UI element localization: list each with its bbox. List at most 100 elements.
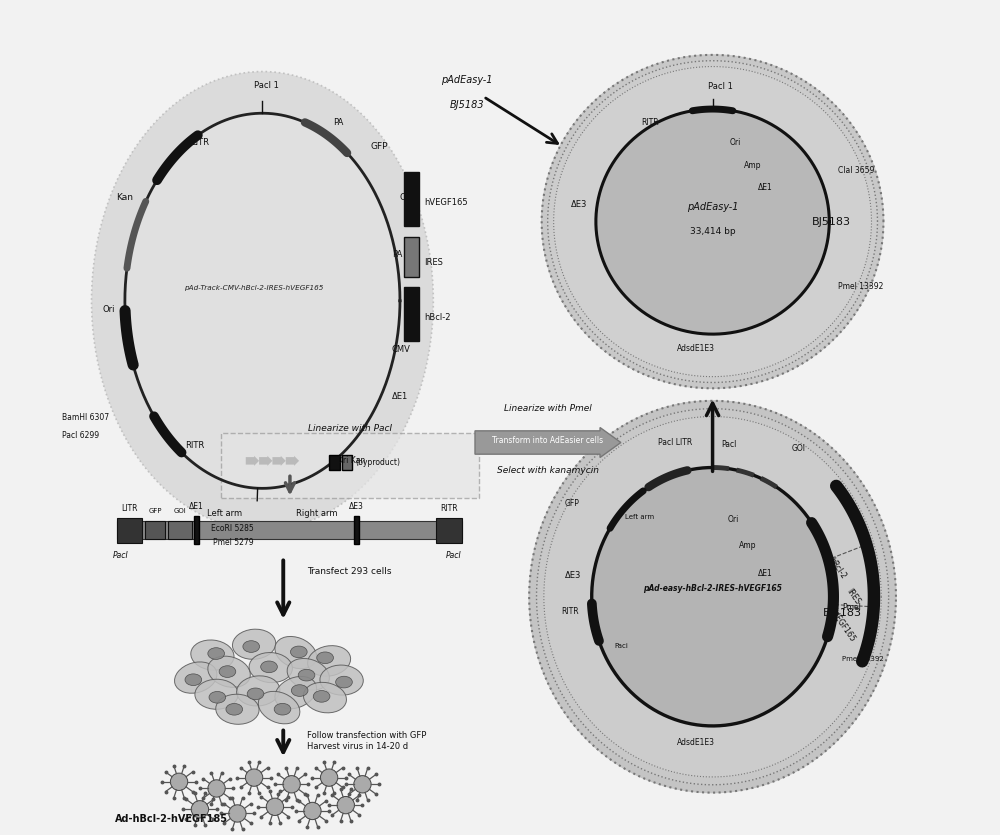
Polygon shape: [125, 114, 400, 488]
FancyArrow shape: [272, 456, 286, 466]
Ellipse shape: [175, 662, 217, 693]
Text: PacI 1: PacI 1: [254, 81, 279, 90]
Text: Right arm: Right arm: [296, 509, 337, 519]
Circle shape: [320, 769, 338, 787]
Circle shape: [283, 776, 300, 793]
Text: ΔE1: ΔE1: [758, 569, 773, 578]
FancyBboxPatch shape: [404, 287, 419, 341]
Text: Kan: Kan: [116, 193, 133, 202]
Text: GFP: GFP: [371, 143, 388, 151]
Text: RITR: RITR: [641, 118, 658, 127]
Text: Left arm: Left arm: [207, 509, 242, 519]
Text: PA: PA: [392, 250, 402, 260]
Text: PmeI 5279: PmeI 5279: [213, 539, 254, 548]
Text: RITR: RITR: [185, 441, 204, 450]
Text: PacI: PacI: [446, 551, 462, 560]
Text: pAd-easy-hBcl-2-IRES-hVEGF165: pAd-easy-hBcl-2-IRES-hVEGF165: [643, 584, 782, 593]
FancyBboxPatch shape: [404, 172, 419, 225]
Text: hBcl-2: hBcl-2: [424, 313, 451, 322]
Polygon shape: [537, 408, 889, 785]
Text: ΔE1: ΔE1: [758, 184, 773, 192]
Ellipse shape: [237, 676, 280, 706]
Ellipse shape: [274, 703, 291, 715]
FancyBboxPatch shape: [117, 518, 142, 543]
Ellipse shape: [226, 703, 243, 715]
Text: Follow transfection with GFP
Harvest virus in 14-20 d: Follow transfection with GFP Harvest vir…: [307, 731, 426, 751]
Text: EcoRI 5285: EcoRI 5285: [211, 524, 254, 534]
Text: ΔE3: ΔE3: [571, 200, 588, 210]
Text: LITR: LITR: [121, 504, 137, 513]
Ellipse shape: [313, 691, 330, 702]
FancyBboxPatch shape: [194, 516, 199, 544]
Text: CMV: CMV: [392, 345, 411, 354]
Text: Transform into AdEasier cells: Transform into AdEasier cells: [492, 437, 603, 445]
Ellipse shape: [261, 661, 277, 673]
Text: 33,414 bp: 33,414 bp: [690, 227, 735, 236]
Text: BJ5183: BJ5183: [449, 100, 484, 110]
Ellipse shape: [92, 72, 433, 530]
Ellipse shape: [209, 691, 226, 703]
FancyBboxPatch shape: [436, 518, 462, 543]
Ellipse shape: [317, 652, 333, 664]
Text: GOI: GOI: [174, 509, 186, 514]
Text: IRES: IRES: [845, 587, 862, 606]
FancyArrow shape: [475, 428, 621, 458]
Text: Ori Kan: Ori Kan: [337, 457, 366, 465]
Text: hVEGF165: hVEGF165: [826, 606, 856, 644]
Text: Paci: Paci: [614, 643, 628, 649]
Text: Pmel 13392: Pmel 13392: [838, 282, 883, 291]
FancyBboxPatch shape: [221, 433, 479, 498]
Circle shape: [337, 797, 354, 814]
Ellipse shape: [195, 679, 238, 709]
Circle shape: [229, 805, 246, 822]
FancyBboxPatch shape: [145, 521, 165, 539]
Text: GFP: GFP: [148, 509, 162, 514]
Ellipse shape: [249, 652, 292, 683]
Text: hBcl-2: hBcl-2: [826, 556, 847, 580]
Ellipse shape: [208, 656, 250, 687]
Text: Ori: Ori: [102, 305, 115, 314]
Polygon shape: [542, 55, 883, 388]
Polygon shape: [592, 468, 833, 726]
Ellipse shape: [320, 665, 363, 695]
Text: Ad-hBcl-2-hVEGF185: Ad-hBcl-2-hVEGF185: [115, 814, 228, 824]
Circle shape: [245, 769, 263, 787]
Text: PA: PA: [333, 118, 344, 127]
Ellipse shape: [219, 665, 236, 677]
Text: BJ5183: BJ5183: [812, 216, 851, 226]
Text: Linearize with PacI: Linearize with PacI: [308, 424, 392, 433]
Text: PacI: PacI: [113, 551, 129, 560]
Text: CMV: CMV: [400, 193, 419, 202]
Text: ΔE3: ΔE3: [349, 502, 364, 511]
FancyBboxPatch shape: [354, 516, 359, 544]
Ellipse shape: [275, 676, 317, 709]
Ellipse shape: [308, 645, 351, 676]
Circle shape: [354, 776, 371, 793]
Polygon shape: [544, 417, 881, 777]
Text: GOI: GOI: [791, 443, 805, 453]
Text: PacI 6299: PacI 6299: [62, 432, 99, 440]
FancyArrow shape: [259, 456, 272, 466]
Text: Left arm: Left arm: [625, 514, 655, 519]
FancyBboxPatch shape: [117, 521, 462, 539]
Ellipse shape: [247, 688, 264, 700]
Text: BJ5183: BJ5183: [823, 609, 862, 619]
Ellipse shape: [290, 646, 307, 658]
Text: Ori: Ori: [728, 514, 739, 524]
Text: RITR: RITR: [562, 607, 579, 616]
Text: PacI: PacI: [722, 440, 737, 449]
Ellipse shape: [258, 691, 300, 724]
Text: AdsdE1E3: AdsdE1E3: [677, 738, 715, 747]
Text: BamHI 6307: BamHI 6307: [62, 412, 109, 422]
Text: Pmel: Pmel: [842, 603, 861, 611]
FancyArrow shape: [286, 456, 299, 466]
Ellipse shape: [303, 682, 346, 713]
FancyArrow shape: [246, 456, 259, 466]
FancyBboxPatch shape: [342, 455, 352, 470]
Ellipse shape: [216, 694, 259, 724]
Text: Ori: Ori: [729, 139, 741, 147]
Polygon shape: [596, 109, 829, 334]
Text: (byproduct): (byproduct): [356, 458, 401, 467]
Circle shape: [170, 773, 188, 791]
Circle shape: [191, 801, 209, 818]
